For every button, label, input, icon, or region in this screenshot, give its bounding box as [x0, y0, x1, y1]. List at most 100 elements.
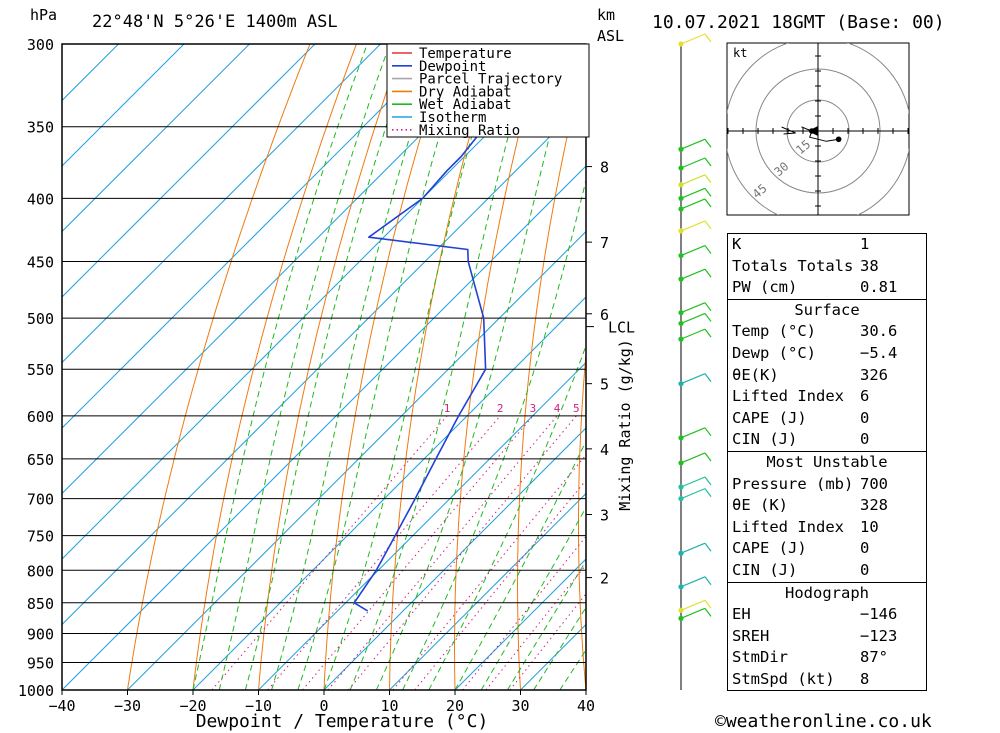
x-tick-label: −10	[245, 697, 272, 715]
most-unstable-box: Most Unstable Pressure (mb) 700 θE (K) 328…	[727, 451, 927, 583]
x-tick-label: 10	[380, 697, 398, 715]
height-tick-label: 2	[600, 570, 609, 588]
height-tick-label: 6	[600, 306, 609, 324]
height-tick-label: 8	[600, 159, 609, 177]
x-tick-label: 30	[511, 697, 529, 715]
wet-adiabat-line	[428, 344, 586, 690]
surface-row: Lifted Index 6	[732, 387, 870, 406]
mixing-ratio-label: 20	[699, 402, 712, 415]
pressure-tick-label: 550	[27, 361, 54, 379]
legend-label: Temperature	[419, 46, 512, 62]
hodograph-point	[835, 136, 842, 143]
wind-barb	[680, 542, 712, 554]
wet-adiabat-line	[349, 44, 534, 690]
isotherm-line	[62, 44, 185, 167]
wind-barb	[680, 452, 712, 464]
hodograph-box: Hodograph EH −146 SREH −123 StmDir 87° StmS…	[727, 582, 927, 692]
surface-row: Temp (°C) 30.6	[732, 322, 898, 341]
most-unstable-row: Lifted Index 10	[732, 517, 879, 536]
legend-label: Dewpoint	[419, 59, 486, 75]
wind-barb	[680, 220, 712, 232]
mixing-ratio-label: 1	[444, 402, 451, 415]
wet-adiabat-line	[192, 44, 368, 690]
height-tick-label: 3	[600, 506, 609, 524]
legend-box	[386, 43, 590, 138]
wind-barb	[680, 187, 712, 199]
wet-adiabat-line	[244, 44, 415, 690]
wet-adiabat-line	[218, 44, 391, 690]
pressure-tick-label: 900	[27, 625, 54, 643]
height-unit-km: km	[597, 6, 616, 24]
most-unstable-row: CIN (J) 0	[732, 560, 870, 579]
most-unstable-row: Pressure (mb) 700	[732, 474, 888, 493]
isotherm-line	[62, 44, 512, 495]
isotherm-line	[62, 44, 250, 233]
isotherm-line	[389, 492, 586, 690]
hodograph-lowlevel-segment	[781, 126, 796, 135]
index-row: PW (cm) 0.81	[732, 278, 898, 297]
pressure-tick-label: 400	[27, 190, 54, 208]
wind-barb	[680, 607, 712, 619]
wind-barb	[680, 599, 712, 611]
isotherm-line	[62, 165, 586, 690]
mixing-ratio-line	[348, 415, 577, 690]
pressure-tick-label: 1000	[18, 682, 54, 700]
wind-barb	[680, 245, 712, 257]
legend-label: Parcel Trajectory	[419, 72, 562, 88]
height-tick-label: 4	[600, 441, 609, 459]
credit-link[interactable]: ©weatheronline.co.uk	[715, 711, 932, 732]
hodograph-row: SREH −123	[732, 626, 898, 645]
wind-barb	[680, 268, 712, 280]
dry-adiabat-line	[517, 52, 586, 690]
pressure-tick-label: 450	[27, 254, 54, 272]
x-tick-label: 0	[319, 697, 328, 715]
wind-barb	[680, 576, 712, 588]
wind-barb	[680, 373, 712, 385]
wet-adiabat-line	[375, 44, 574, 690]
wind-barb	[680, 174, 712, 186]
legend-label: Dry Adiabat	[419, 84, 512, 100]
pressure-tick-label: 800	[27, 562, 54, 580]
surface-box: Surface Temp (°C) 30.6 Dewp (°C) −5.4 θE(K…	[727, 299, 927, 452]
legend-label: Wet Adiabat	[419, 97, 512, 113]
wet-adiabat-line	[271, 44, 440, 690]
surface-row: Dewp (°C) −5.4	[732, 343, 898, 362]
height-tick-label: 7	[600, 234, 609, 252]
wet-adiabat-line	[402, 178, 586, 690]
mixing-ratio-label: 2	[497, 402, 504, 415]
surface-row: θE(K) 326	[732, 365, 888, 384]
hodograph-trace	[801, 126, 839, 142]
pressure-tick-label: 650	[27, 451, 54, 469]
isotherm-line	[62, 44, 316, 298]
wind-barb	[680, 138, 712, 150]
mixing-ratio-label: 5	[573, 402, 580, 415]
hodograph-unit: kt	[733, 46, 747, 60]
isotherm-line	[454, 558, 586, 690]
wind-level-dot	[678, 550, 684, 556]
x-tick-label: −40	[48, 697, 75, 715]
mixing-ratio-label: 4	[554, 402, 561, 415]
location-title: 22°48'N 5°26'E 1400m ASL	[92, 12, 338, 32]
wind-barb	[680, 33, 712, 45]
dewpoint-line	[353, 44, 552, 612]
most-unstable-row: CAPE (J) 0	[732, 539, 870, 558]
mixing-ratio-line	[327, 415, 558, 690]
storm-motion-marker	[808, 126, 818, 136]
x-tick-label: −30	[114, 697, 141, 715]
wind-barb	[680, 476, 712, 488]
legend-label: Mixing Ratio	[419, 123, 520, 139]
x-tick-label: −20	[179, 697, 206, 715]
mixing-ratio-line	[392, 454, 586, 690]
hodograph-row: StmSpd (kt) 8	[732, 669, 870, 688]
wind-barb	[680, 328, 712, 340]
pressure-tick-label: 600	[27, 408, 54, 426]
lcl-label: LCL	[608, 319, 635, 337]
pressure-tick-label: 750	[27, 528, 54, 546]
isotherm-line	[62, 44, 447, 429]
x-axis-title: Dewpoint / Temperature (°C)	[196, 711, 489, 732]
hodograph-row: StmDir 87°	[732, 648, 888, 667]
wet-adiabat-line	[454, 439, 586, 690]
mixing-ratio-line	[267, 415, 501, 690]
dry-adiabat-line	[638, 44, 682, 690]
